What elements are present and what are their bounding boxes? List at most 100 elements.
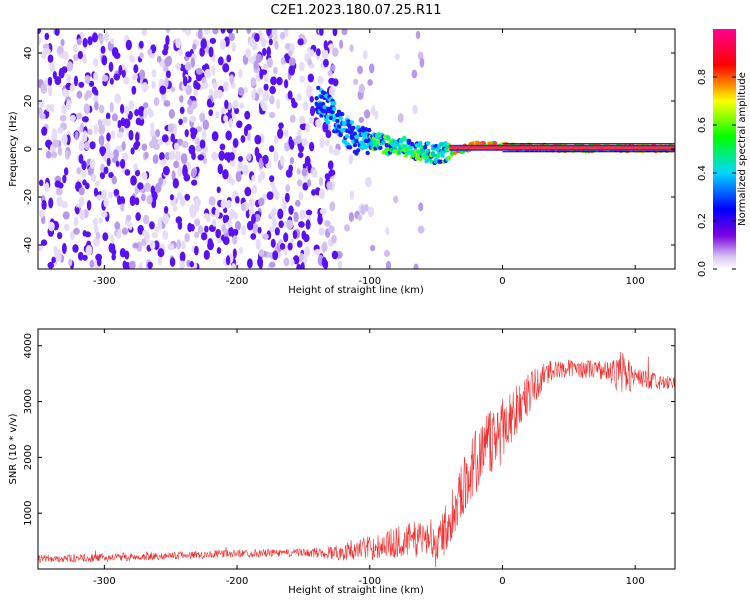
spectrogram-cell	[165, 55, 172, 66]
spectrogram-trace-cell	[363, 144, 369, 149]
spectrogram-trace-cell	[352, 142, 358, 148]
spectrogram-cell	[132, 242, 139, 249]
spectrogram-y-tick-label: 40	[23, 47, 34, 60]
spectrogram-cell	[208, 46, 214, 58]
spectrogram-cell	[61, 133, 68, 145]
spectrogram-cell	[121, 227, 128, 235]
spectrogram-cell	[215, 208, 220, 218]
spectrogram-cell	[215, 111, 220, 119]
spectrogram-cell	[193, 88, 198, 97]
spectrogram-cell	[283, 232, 289, 243]
spectrogram-cell	[298, 61, 305, 72]
spectrogram-cell	[309, 105, 315, 117]
spectrogram-cell	[102, 232, 109, 241]
spectrogram-cell	[290, 258, 295, 267]
spectrogram-cell	[269, 261, 276, 268]
spectrogram-cell	[116, 231, 122, 240]
spectrogram-cell	[114, 93, 121, 105]
spectrogram-cell	[244, 110, 251, 120]
spectrogram-cell	[51, 256, 56, 264]
spectrogram-x-axis-label: Height of straight line (km)	[288, 285, 424, 296]
spectrogram-cell	[81, 116, 89, 123]
spectrogram-cell	[57, 45, 64, 55]
spectrogram-cell	[50, 151, 58, 159]
spectrogram-trace-cell	[322, 104, 327, 110]
spectrogram-cell	[62, 51, 69, 61]
spectrogram-cell	[339, 39, 344, 50]
spectrogram-cell	[247, 258, 253, 269]
spectrogram-cell	[294, 135, 302, 144]
spectrogram-cell	[159, 85, 167, 95]
spectrogram-cell	[228, 32, 235, 42]
spectrogram-cell	[238, 246, 243, 254]
spectrogram-cell	[160, 159, 167, 166]
spectrogram-cell	[121, 69, 126, 79]
spectrogram-cell	[84, 74, 91, 84]
spectrogram-cell	[219, 143, 226, 151]
spectrogram-cell	[220, 107, 226, 117]
spectrogram-cell	[364, 176, 372, 188]
spectrogram-cell	[38, 244, 44, 251]
spectrogram-cell	[101, 55, 108, 66]
spectrogram-trace-cell	[422, 145, 428, 150]
spectrogram-cell	[178, 118, 183, 126]
spectrogram-cell	[237, 161, 244, 172]
spectrogram-cell	[298, 115, 306, 125]
spectrogram-cell	[309, 49, 315, 57]
spectrogram-cell	[109, 101, 114, 113]
snr-y-tick-label: 4000	[23, 333, 34, 358]
snr-x-tick-label: -100	[358, 576, 381, 587]
spectrogram-cell	[273, 33, 278, 42]
spectrogram-cell	[94, 101, 99, 111]
spectrogram-cell	[201, 64, 208, 71]
spectrogram-cell	[82, 254, 88, 261]
spectrogram-cell	[47, 76, 53, 86]
spectrogram-cell	[222, 214, 227, 224]
spectrogram-cell	[296, 93, 302, 102]
spectrogram-x-tick-label: -300	[93, 276, 116, 287]
spectrogram-cell	[133, 142, 139, 150]
spectrogram-cell	[101, 74, 109, 82]
spectrogram-cell	[78, 140, 85, 152]
spectrogram-cell	[151, 232, 158, 239]
spectrogram-cell	[266, 57, 273, 68]
spectrogram-cell	[211, 206, 217, 215]
spectrogram-cell	[119, 158, 126, 169]
spectrogram-cell	[38, 35, 41, 46]
spectrogram-cell	[81, 169, 87, 178]
spectrogram-cell	[240, 135, 246, 143]
spectrogram-cell	[246, 29, 252, 35]
spectrogram-cell	[182, 164, 188, 176]
spectrogram-cell	[363, 109, 371, 119]
spectrogram-cell	[45, 139, 52, 148]
spectrogram-cell	[145, 232, 150, 244]
spectrogram-cell	[262, 63, 268, 70]
spectrogram-cell	[218, 150, 225, 161]
spectrogram-cell	[144, 151, 149, 159]
spectrogram-cell	[264, 74, 269, 83]
spectrogram-cell	[296, 240, 303, 248]
spectrogram-cell	[243, 125, 249, 137]
spectrogram-cell	[157, 248, 165, 258]
spectrogram-cell	[120, 203, 125, 212]
spectrogram-cell	[290, 97, 296, 105]
spectrogram-cell	[87, 128, 93, 136]
spectrogram-cell	[206, 98, 212, 108]
spectrogram-cell	[246, 153, 252, 162]
spectrogram-cell	[102, 118, 108, 127]
spectrogram-trace-cell	[425, 148, 431, 154]
spectrogram-cell	[193, 79, 199, 90]
spectrogram-cell	[38, 29, 42, 35]
snr-y-tick-label: 1000	[23, 500, 34, 525]
snr-y-tick-label: 2000	[23, 445, 34, 470]
spectrogram-cell	[48, 221, 55, 232]
spectrogram-cell	[39, 112, 46, 120]
spectrogram-cell	[56, 196, 63, 207]
spectrogram-cell	[266, 29, 272, 37]
spectrogram-cell	[300, 261, 305, 269]
spectrogram-cell	[297, 151, 304, 158]
spectrogram-cell	[273, 66, 278, 75]
spectrogram-cell	[261, 101, 268, 112]
spectrogram-cell	[135, 117, 141, 126]
